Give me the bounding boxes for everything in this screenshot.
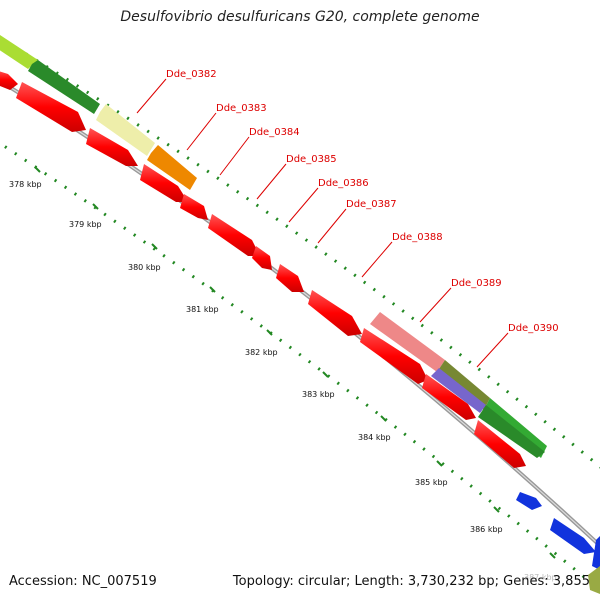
kbp-tick — [380, 415, 387, 422]
kbp-label: 385 kbp — [415, 478, 448, 487]
cds-arrow — [140, 164, 188, 202]
kbp-label: 380 kbp — [128, 263, 161, 272]
kbp-tick — [322, 371, 329, 378]
feature-pale-yellow — [96, 104, 155, 156]
cds-arrow — [308, 290, 362, 336]
gene-label: Dde_0389 — [451, 278, 502, 289]
cds-arrow — [16, 82, 86, 132]
kbp-label: 378 kbp — [9, 180, 42, 189]
leader-line — [419, 287, 452, 323]
leader-line — [476, 332, 509, 368]
feature-olive — [437, 360, 490, 410]
gene-label: Dde_0388 — [392, 232, 443, 243]
feature-light-green — [0, 35, 38, 69]
kbp-label: 384 kbp — [358, 433, 391, 442]
cds-arrow — [86, 128, 138, 166]
kbp-tick — [493, 506, 500, 513]
gene-label: Dde_0382 — [166, 69, 217, 80]
cds-arrows-blue — [516, 492, 600, 570]
cds-arrow — [474, 420, 526, 468]
kbp-tick — [266, 329, 273, 336]
kbp-label: 382 kbp — [245, 348, 278, 357]
feature-corner-olive — [588, 566, 600, 594]
gene-label: Dde_0387 — [346, 199, 397, 210]
cds-arrow — [422, 374, 476, 420]
feature-dark-green-2 — [478, 405, 545, 458]
kbp-tick — [436, 460, 443, 467]
cds-arrow — [0, 71, 18, 90]
kbp-label: 379 kbp — [69, 220, 102, 229]
feature-ring-outer — [0, 35, 547, 458]
gene-label: Dde_0383 — [216, 103, 267, 114]
kbp-label: 387 kbp — [524, 573, 557, 582]
backbone — [0, 78, 600, 549]
cds-arrow — [276, 264, 304, 292]
map-title: Desulfovibrio desulfuricans G20, complet… — [120, 9, 480, 25]
gene-labels: Dde_0382 Dde_0383 Dde_0384 Dde_0385 Dde_… — [166, 69, 559, 334]
kbp-label: 381 kbp — [186, 305, 219, 314]
accession-text: Accession: NC_007519 — [9, 574, 157, 589]
feature-ring-mid — [431, 368, 545, 458]
cds-arrows-red — [0, 71, 526, 468]
backbone-line-outer — [0, 78, 600, 549]
cds-arrow — [252, 246, 272, 270]
cds-arrow-blue — [550, 518, 596, 554]
leader-line — [256, 163, 287, 200]
cds-arrow-blue — [592, 536, 600, 570]
gene-label: Dde_0390 — [508, 323, 559, 334]
kbp-label: 383 kbp — [302, 390, 335, 399]
backbone-line-inner — [0, 80, 600, 547]
gene-label: Dde_0384 — [249, 127, 300, 138]
gene-label: Dde_0386 — [318, 178, 369, 189]
leader-line — [219, 136, 250, 176]
feature-pink — [370, 312, 445, 372]
leader-line — [288, 187, 319, 223]
gene-label: Dde_0385 — [286, 154, 337, 165]
leader-line — [361, 241, 393, 278]
kbp-labels: 378 kbp 379 kbp 380 kbp 381 kbp 382 kbp … — [9, 180, 557, 582]
feature-purple — [431, 368, 486, 413]
kbp-tick — [549, 552, 556, 559]
gene-leader-lines — [136, 78, 509, 368]
leader-line — [317, 208, 347, 244]
cds-arrow — [180, 194, 208, 220]
kbp-tick — [151, 243, 158, 250]
kbp-label: 386 kbp — [470, 525, 503, 534]
leader-line — [186, 112, 217, 151]
kbp-tick — [92, 203, 99, 210]
tick-ring-outer — [0, 36, 600, 469]
kbp-tick — [34, 166, 41, 173]
genome-summary-text: Topology: circular; Length: 3,730,232 bp… — [232, 574, 590, 589]
cds-arrow — [208, 214, 260, 256]
kbp-ticks — [34, 166, 556, 559]
leader-line — [136, 78, 167, 114]
feature-orange — [147, 145, 197, 190]
kbp-tick — [209, 286, 216, 293]
feature-dark-green — [28, 60, 100, 114]
cds-arrow — [360, 328, 428, 384]
tick-ring-inner — [0, 141, 600, 592]
cds-arrow-blue — [516, 492, 542, 510]
